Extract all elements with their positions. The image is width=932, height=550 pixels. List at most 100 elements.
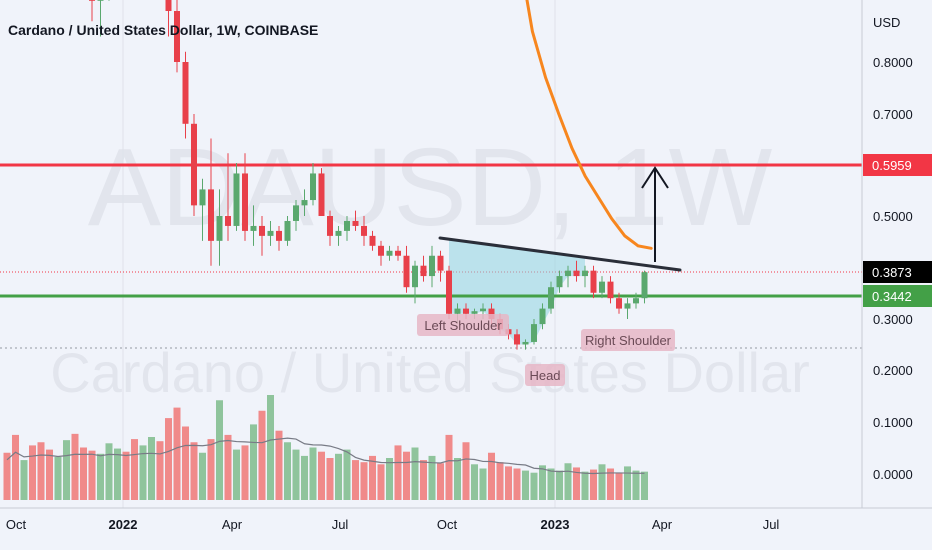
candle-body — [514, 334, 520, 345]
volume-bar — [539, 465, 546, 500]
volume-bar — [105, 443, 113, 500]
candle-body — [361, 225, 367, 236]
volume-bar — [607, 468, 614, 500]
volume-bar — [88, 450, 96, 500]
volume-bar — [250, 424, 257, 500]
candle-body — [284, 220, 291, 241]
price-tick-label: 0.8000 — [873, 55, 913, 70]
symbol-title[interactable]: Cardano / United States Dollar, 1W, COIN… — [8, 22, 319, 38]
volume-bar — [615, 472, 623, 500]
pattern-label-box — [525, 364, 565, 386]
candle-body — [395, 250, 401, 256]
volume-bar — [437, 463, 444, 500]
price-tick-label: 0.1000 — [873, 415, 913, 430]
pattern-label-left-shoulder: Left Shoulder — [424, 318, 502, 333]
candle-body — [225, 216, 231, 226]
candle-body — [429, 255, 435, 277]
candle-body — [607, 281, 614, 299]
candle-body — [208, 189, 214, 241]
candle-body — [633, 298, 639, 304]
candle-body — [259, 225, 265, 236]
volume-bar — [29, 445, 36, 500]
price-tag-current — [863, 261, 932, 283]
price-tag-label: 0.3442 — [872, 289, 912, 304]
breakout-target-arrow[interactable] — [641, 166, 669, 262]
volume-bar — [275, 430, 283, 500]
candle-body — [522, 341, 529, 345]
price-tick-label: 0.5000 — [873, 209, 913, 224]
volume-bar — [165, 418, 172, 500]
price-tick-label: 0.2000 — [873, 363, 913, 378]
volume-bar — [428, 455, 436, 500]
price-ticks: 0.8000 0.7000 0.5000 0.3000 0.2000 0.1000 0.00… — [873, 55, 913, 482]
volume-bar — [173, 407, 181, 500]
candle-body — [412, 265, 418, 288]
candle-body — [216, 216, 223, 241]
volume-bars — [3, 395, 648, 500]
volume-bar — [479, 468, 487, 500]
price-tag-support — [863, 285, 932, 307]
volume-bar — [216, 400, 223, 500]
volume-bar — [360, 462, 368, 500]
grid — [0, 0, 862, 508]
volume-bar — [224, 434, 232, 500]
candle-body — [327, 216, 333, 236]
candle-body — [624, 303, 631, 309]
volume-bar — [547, 468, 555, 500]
volume-bar — [632, 470, 640, 500]
volume-bar — [343, 449, 351, 500]
volume-bar — [445, 434, 453, 500]
volume-bar — [37, 442, 45, 500]
price-levels — [0, 163, 862, 298]
candle-body — [463, 308, 469, 314]
pattern-label-box — [581, 329, 675, 351]
volume-bar — [598, 464, 606, 500]
candle-body — [335, 230, 342, 236]
candle-body — [369, 235, 376, 246]
volume-bar — [241, 445, 249, 500]
volume-bar — [411, 447, 419, 500]
currency-label: USD — [873, 15, 900, 30]
volume-bar — [207, 439, 215, 500]
candle-body — [420, 265, 427, 277]
candle-body — [454, 308, 461, 314]
neckline-trendline[interactable] — [438, 236, 682, 272]
candle-body — [276, 230, 282, 241]
volume-bar — [3, 452, 11, 500]
volume-bar — [454, 458, 461, 500]
time-tick-label: Apr — [222, 517, 243, 532]
watermark-name: Cardano / United States Dollar — [50, 341, 810, 404]
price-tag-resistance — [863, 154, 932, 176]
volume-bar — [80, 447, 87, 500]
watermark-ticker: ADAUSD, 1W — [88, 126, 773, 249]
volume-bar — [522, 470, 529, 500]
pattern-labels: Left Shoulder Head Right Shoulder — [417, 314, 675, 386]
volume-bar — [309, 447, 317, 500]
volume-bar — [573, 467, 580, 500]
volume-bar — [258, 410, 266, 500]
candle-body — [403, 255, 410, 288]
candle-body — [531, 324, 537, 342]
time-tick-label: Jul — [763, 517, 780, 532]
candle-body — [488, 308, 495, 319]
moving-average-line — [525, 0, 653, 250]
volume-bar — [284, 442, 291, 500]
candles — [89, 0, 648, 350]
time-axis[interactable] — [0, 508, 932, 550]
volume-bar — [403, 451, 410, 500]
volume-bar — [156, 441, 164, 500]
candle-body — [378, 245, 384, 256]
candle-body — [242, 173, 248, 231]
candle-body — [174, 11, 180, 62]
candle-body — [310, 173, 316, 201]
candle-body — [539, 308, 546, 325]
price-tags: 0.5959 0.3873 0.3442 — [863, 154, 932, 307]
volume-bar — [139, 445, 147, 500]
candle-body — [165, 0, 172, 11]
volume-bar — [148, 437, 155, 500]
volume-bar — [301, 455, 308, 500]
volume-bar — [46, 449, 53, 500]
candle-body — [590, 270, 597, 293]
